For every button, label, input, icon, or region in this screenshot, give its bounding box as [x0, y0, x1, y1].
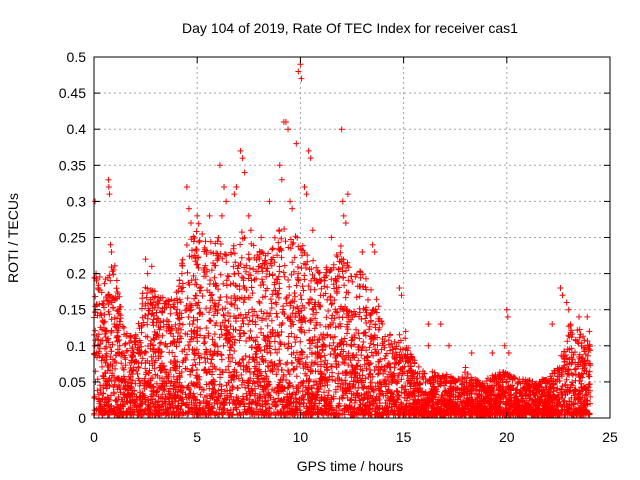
roti-point	[328, 234, 335, 241]
roti-point	[216, 162, 223, 169]
roti-point	[285, 126, 292, 133]
roti-point	[303, 191, 310, 198]
roti-point	[245, 212, 252, 219]
roti-point	[501, 342, 508, 349]
x-axis-label: GPS time / hours	[297, 458, 404, 474]
roti-point	[233, 183, 240, 190]
roti-point	[295, 68, 302, 75]
roti-point	[276, 162, 283, 169]
roti-point	[565, 306, 572, 313]
roti-point	[559, 292, 566, 299]
y-axis-label: ROTI / TECUs	[5, 193, 21, 283]
y-tick-label: 0.1	[67, 338, 87, 354]
roti-point	[221, 183, 228, 190]
roti-point	[557, 285, 564, 292]
roti-point	[107, 241, 114, 248]
chart-title: Day 104 of 2019, Rate Of TEC Index for r…	[182, 20, 518, 36]
y-tick-label: 0.35	[59, 157, 86, 173]
roti-point	[247, 227, 254, 234]
roti-point	[95, 285, 102, 292]
x-tick-label: 0	[90, 429, 98, 445]
roti-point	[503, 306, 510, 313]
x-tick-label: 20	[499, 429, 515, 445]
roti-point	[305, 147, 312, 154]
points-layer	[91, 61, 594, 419]
roti-point	[206, 212, 213, 219]
y-tick-label: 0.25	[59, 230, 86, 246]
roti-point	[298, 75, 305, 82]
y-tick-label: 0.45	[59, 85, 86, 101]
roti-point	[194, 212, 201, 219]
y-tick-label: 0.2	[67, 266, 87, 282]
roti-point	[185, 205, 192, 212]
roti-point	[344, 191, 351, 198]
roti-point	[241, 169, 248, 176]
x-tick-label: 25	[602, 429, 618, 445]
roti-point	[282, 118, 289, 125]
roti-point	[148, 263, 155, 270]
roti-point	[462, 364, 469, 371]
y-tick-label: 0.3	[67, 193, 87, 209]
roti-point	[340, 212, 347, 219]
roti-point	[258, 234, 265, 241]
roti-point	[425, 321, 432, 328]
roti-point	[289, 205, 296, 212]
roti-point	[239, 155, 246, 162]
y-tick-label: 0.5	[67, 49, 87, 65]
roti-point	[105, 176, 112, 183]
roti-point	[371, 248, 378, 255]
roti-point	[339, 198, 346, 205]
roti-point	[266, 198, 273, 205]
roti-point	[584, 313, 591, 320]
roti-point	[398, 292, 405, 299]
y-tick-label: 0.4	[67, 121, 87, 137]
roti-point	[359, 248, 366, 255]
x-tick-label: 5	[193, 429, 201, 445]
roti-point	[218, 212, 225, 219]
roti-point-cloud	[91, 220, 594, 419]
roti-point	[549, 321, 556, 328]
roti-point	[223, 198, 230, 205]
roti-point	[301, 183, 308, 190]
roti-point	[402, 328, 409, 335]
roti-point	[278, 176, 285, 183]
roti-point	[307, 155, 314, 162]
x-tick-label: 15	[396, 429, 412, 445]
roti-point	[142, 256, 149, 263]
roti-point	[338, 126, 345, 133]
roti-point	[446, 342, 453, 349]
roti-point	[309, 227, 316, 234]
roti-point	[287, 198, 294, 205]
roti-point	[369, 241, 376, 248]
roti-point	[563, 299, 570, 306]
roti-point	[342, 220, 349, 227]
roti-point	[106, 191, 113, 198]
y-tick-label: 0	[78, 410, 86, 426]
axes-layer: 0 0.05 0.1 0.15 0.2 0.25 0.3 0.35 0.4 0.45 0.5 0 5 10…	[59, 49, 618, 445]
roti-point	[489, 350, 496, 357]
roti-point	[505, 350, 512, 357]
y-tick-label: 0.05	[59, 374, 86, 390]
roti-point	[586, 328, 593, 335]
y-tick-label: 0.15	[59, 302, 86, 318]
roti-point	[437, 321, 444, 328]
roti-point	[188, 220, 195, 227]
roti-point	[468, 350, 475, 357]
roti-point	[231, 191, 238, 198]
roti-point	[105, 183, 112, 190]
roti-point	[144, 270, 151, 277]
roti-point	[293, 140, 300, 147]
x-tick-label: 10	[293, 429, 309, 445]
roti-point	[183, 183, 190, 190]
roti-point	[396, 285, 403, 292]
roti-point	[237, 147, 244, 154]
roti-point	[108, 248, 115, 255]
roti-point	[504, 313, 511, 320]
roti-point	[425, 342, 432, 349]
roti-point	[576, 313, 583, 320]
